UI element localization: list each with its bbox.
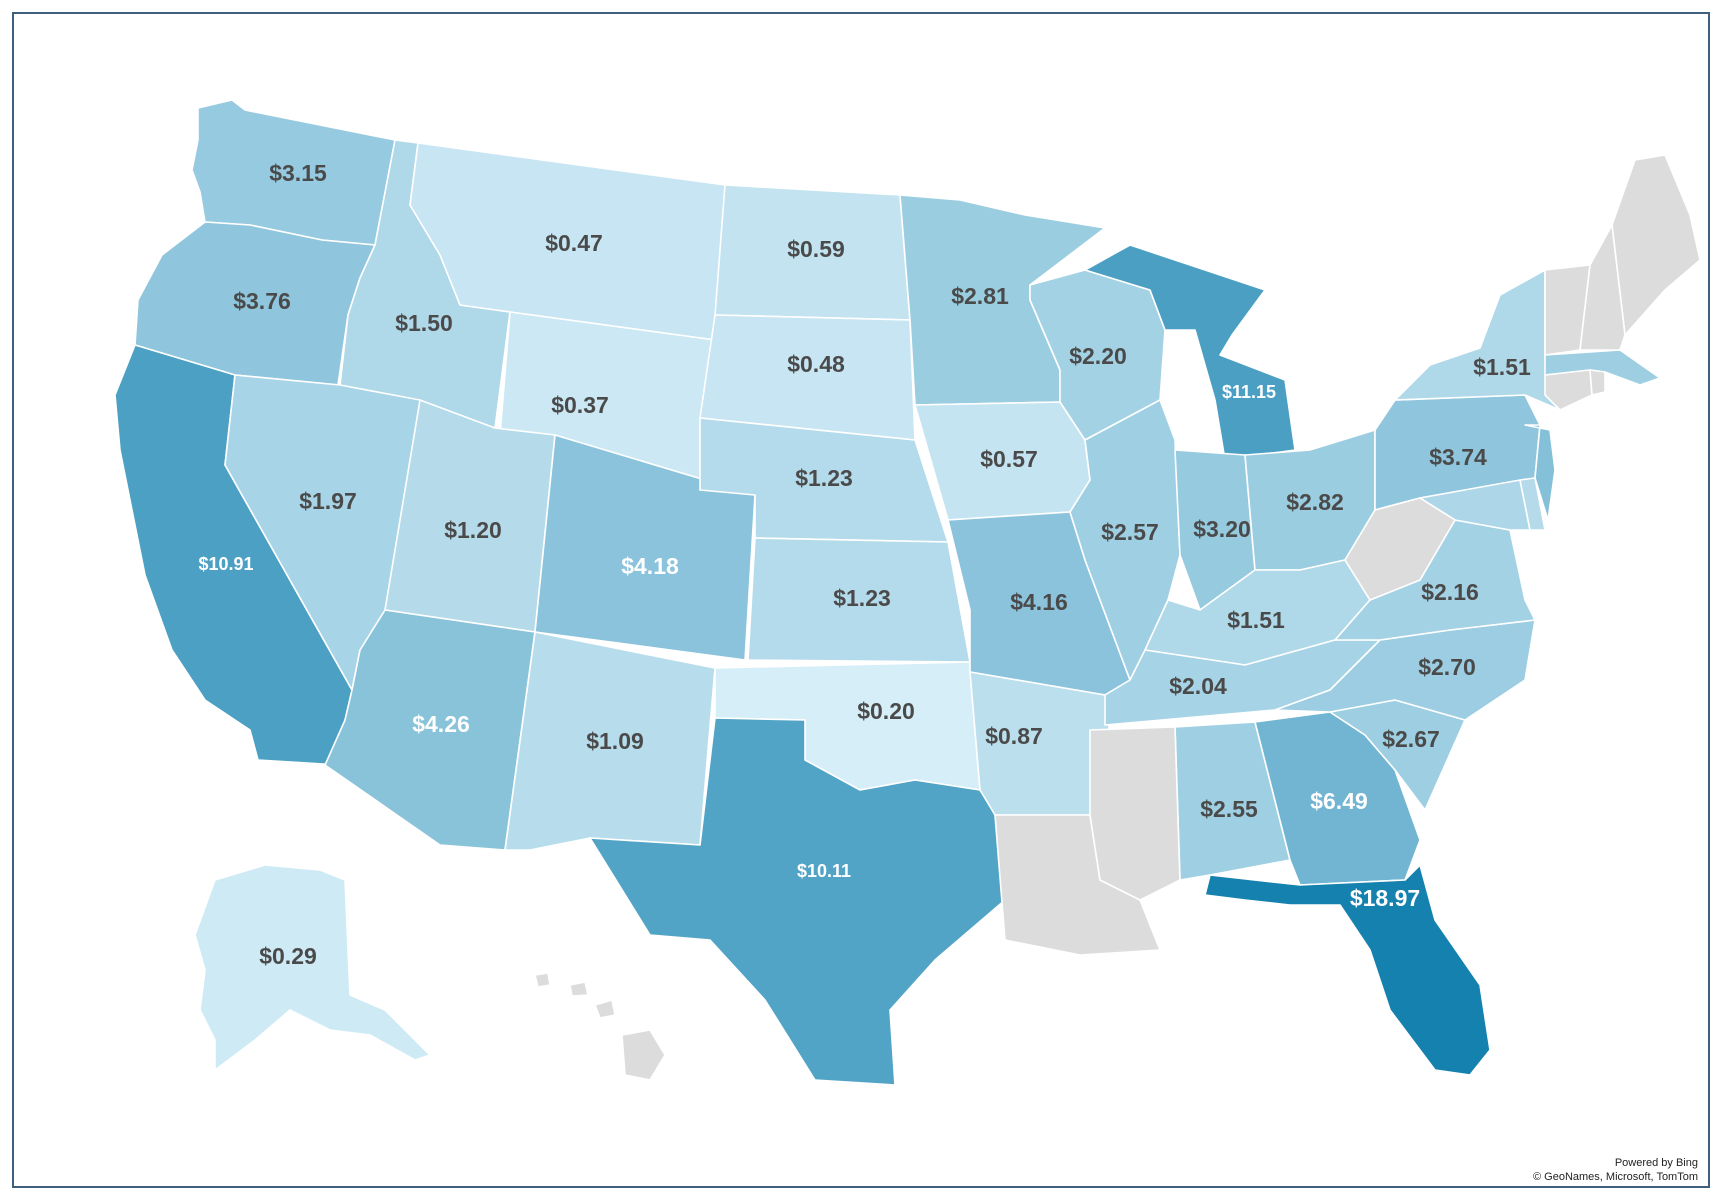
- state-ak[interactable]: [194, 864, 431, 1071]
- value-label-ut: $1.20: [444, 517, 502, 543]
- value-label-pa: $3.74: [1429, 444, 1487, 470]
- value-label-sd: $0.48: [787, 351, 845, 377]
- state-mi[interactable]: [1084, 244, 1296, 461]
- state-co[interactable]: [534, 434, 756, 661]
- value-label-ia: $0.57: [980, 446, 1038, 472]
- value-label-az: $4.26: [412, 711, 470, 737]
- value-label-mo: $4.16: [1010, 589, 1068, 615]
- states-layer: [114, 99, 1701, 1086]
- value-label-tn: $2.04: [1169, 673, 1227, 699]
- value-label-nm: $1.09: [586, 728, 644, 754]
- value-label-mn: $2.81: [951, 283, 1009, 309]
- value-label-in: $3.20: [1193, 516, 1251, 542]
- value-label-ne: $1.23: [795, 465, 853, 491]
- state-me[interactable]: [1611, 154, 1701, 336]
- value-label-mt: $0.47: [545, 230, 603, 256]
- state-ct[interactable]: [1544, 369, 1593, 411]
- value-label-sc: $2.67: [1382, 726, 1440, 752]
- labels-layer: $3.15 $3.76 $10.91 $1.50 $1.97 $0.47 $0.37 $1.2…: [198, 160, 1531, 969]
- value-label-ga: $6.49: [1310, 788, 1368, 814]
- value-label-il: $2.57: [1101, 519, 1159, 545]
- value-label-mi: $11.15: [1222, 382, 1276, 402]
- value-label-ok: $0.20: [857, 698, 915, 724]
- value-label-ar: $0.87: [985, 723, 1043, 749]
- state-or[interactable]: [134, 221, 376, 386]
- state-ri[interactable]: [1589, 369, 1606, 396]
- value-label-wa: $3.15: [269, 160, 327, 186]
- state-nc[interactable]: [1274, 619, 1536, 721]
- value-label-ky: $1.51: [1227, 607, 1285, 633]
- value-label-nd: $0.59: [787, 236, 845, 262]
- state-ms[interactable]: [1089, 726, 1181, 901]
- value-label-tx: $10.11: [797, 861, 851, 881]
- value-label-ks: $1.23: [833, 585, 891, 611]
- value-label-ny: $1.51: [1473, 354, 1531, 380]
- state-fl[interactable]: [1204, 864, 1491, 1076]
- state-nj[interactable]: [1524, 424, 1556, 521]
- value-label-fl: $18.97: [1350, 885, 1420, 911]
- value-label-ak: $0.29: [259, 943, 317, 969]
- value-label-nv: $1.97: [299, 488, 357, 514]
- powered-by-text: Powered by Bing: [1614, 1157, 1698, 1169]
- copyright-text: © GeoNames, Microsoft, TomTom: [1533, 1171, 1698, 1183]
- value-label-nc: $2.70: [1418, 654, 1476, 680]
- state-wv[interactable]: [1344, 497, 1456, 601]
- state-de[interactable]: [1519, 477, 1546, 531]
- value-label-oh: $2.82: [1286, 489, 1344, 515]
- state-hi[interactable]: [534, 972, 666, 1081]
- value-label-wy: $0.37: [551, 392, 609, 418]
- value-label-al: $2.55: [1200, 796, 1258, 822]
- value-label-or: $3.76: [233, 288, 291, 314]
- map-attribution: Powered by Bing © GeoNames, Microsoft, T…: [1533, 1156, 1698, 1184]
- value-label-wi: $2.20: [1069, 343, 1127, 369]
- state-tx[interactable]: [589, 717, 1006, 1086]
- value-label-ca: $10.91: [198, 554, 253, 574]
- value-label-id: $1.50: [395, 310, 453, 336]
- state-ny[interactable]: [1394, 269, 1561, 411]
- value-label-va: $2.16: [1421, 579, 1479, 605]
- state-nh[interactable]: [1579, 224, 1626, 351]
- value-label-co: $4.18: [621, 553, 679, 579]
